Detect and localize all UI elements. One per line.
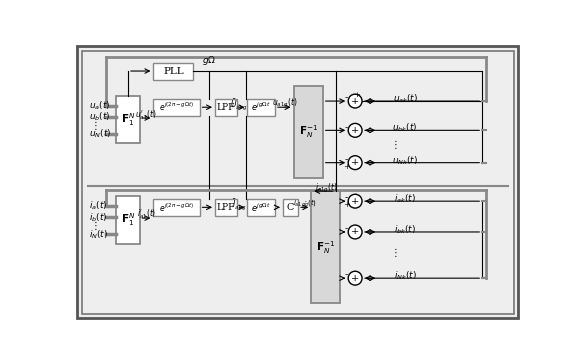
Text: $u_N(t)$: $u_N(t)$: [89, 128, 112, 140]
Text: $i_a(t)$: $i_a(t)$: [89, 200, 108, 212]
Circle shape: [348, 271, 362, 285]
Text: $i_{ak}(t)$: $i_{ak}(t)$: [394, 193, 416, 205]
Bar: [116, 196, 139, 244]
Bar: [116, 96, 139, 143]
Text: $\mathbf{F}_N^{-1}$: $\mathbf{F}_N^{-1}$: [299, 123, 318, 140]
Text: $\vdots$: $\vdots$: [390, 246, 397, 259]
Text: $u_{ak}(t)$: $u_{ak}(t)$: [393, 92, 418, 105]
Text: $u_{a1g}(t)$: $u_{a1g}(t)$: [272, 97, 298, 110]
Text: +: +: [351, 274, 359, 283]
Text: $i_b(t)$: $i_b(t)$: [89, 211, 108, 223]
Text: +: +: [351, 126, 359, 135]
Text: $\mathbf{F}_1^N$: $\mathbf{F}_1^N$: [121, 211, 135, 228]
Text: $u_a(t)$: $u_a(t)$: [89, 99, 111, 112]
Circle shape: [348, 123, 362, 137]
Text: $\bar{I}_{a1g}$: $\bar{I}_{a1g}$: [232, 197, 246, 212]
Text: +: +: [343, 201, 350, 209]
Bar: [283, 199, 298, 216]
Text: +: +: [353, 91, 360, 99]
Circle shape: [348, 94, 362, 108]
Text: $u_{bk}(t)$: $u_{bk}(t)$: [393, 122, 418, 134]
Text: $e^{j(2\pi-g\Omega t)}$: $e^{j(2\pi-g\Omega t)}$: [159, 201, 194, 213]
Text: PLL: PLL: [163, 66, 184, 75]
Text: $i_{a1g\hat{p}}(t)$: $i_{a1g\hat{p}}(t)$: [293, 197, 317, 210]
Circle shape: [348, 156, 362, 170]
Circle shape: [348, 225, 362, 239]
Text: $i_{Nk}(t)$: $i_{Nk}(t)$: [394, 270, 417, 282]
Text: $\bar{U}_{a1g}$: $\bar{U}_{a1g}$: [230, 97, 248, 112]
Text: $i_{a1}'(t)$: $i_{a1}'(t)$: [137, 208, 156, 221]
Text: LPF: LPF: [217, 103, 235, 112]
Text: $g\Omega$: $g\Omega$: [202, 54, 216, 67]
Bar: [153, 99, 200, 116]
Text: $\mathbf{F}_N^{-1}$: $\mathbf{F}_N^{-1}$: [316, 239, 335, 256]
Bar: [153, 62, 193, 79]
Bar: [215, 199, 236, 216]
Text: +: +: [343, 162, 350, 170]
Text: $i_{bk}(t)$: $i_{bk}(t)$: [394, 223, 416, 236]
Text: -: -: [345, 225, 348, 234]
Text: $e^{j(2\pi-g\Omega t)}$: $e^{j(2\pi-g\Omega t)}$: [159, 101, 194, 113]
Text: -: -: [345, 193, 348, 203]
Bar: [311, 191, 340, 303]
Bar: [248, 199, 275, 216]
Text: $u_{Nk}(t)$: $u_{Nk}(t)$: [392, 154, 418, 167]
Text: $\vdots$: $\vdots$: [91, 119, 98, 132]
Text: $\vdots$: $\vdots$: [390, 139, 397, 152]
Bar: [153, 199, 200, 216]
Text: +: +: [351, 227, 359, 236]
Bar: [248, 99, 275, 116]
Text: $\vdots$: $\vdots$: [91, 219, 98, 232]
Text: -: -: [345, 123, 348, 132]
Bar: [293, 86, 323, 178]
Text: +: +: [351, 97, 359, 105]
Text: -: -: [345, 155, 348, 164]
Text: -: -: [345, 271, 348, 279]
Text: $i_{a1g}(t)$: $i_{a1g}(t)$: [314, 182, 337, 195]
Text: $e^{jg\Omega t}$: $e^{jg\Omega t}$: [251, 201, 271, 213]
Text: +: +: [351, 158, 359, 167]
Text: LPF: LPF: [217, 203, 235, 212]
Text: C: C: [287, 203, 294, 212]
Circle shape: [348, 194, 362, 208]
Text: $i_N(t)$: $i_N(t)$: [89, 228, 109, 240]
Text: $\mathbf{F}_1^N$: $\mathbf{F}_1^N$: [121, 111, 135, 128]
Text: $u_{a1}'(t)$: $u_{a1}'(t)$: [135, 108, 157, 122]
Text: +: +: [351, 197, 359, 206]
Text: $u_b(t)$: $u_b(t)$: [89, 111, 111, 123]
Text: -: -: [345, 93, 348, 103]
Text: $e^{jg\Omega t}$: $e^{jg\Omega t}$: [251, 101, 271, 113]
Bar: [215, 99, 236, 116]
